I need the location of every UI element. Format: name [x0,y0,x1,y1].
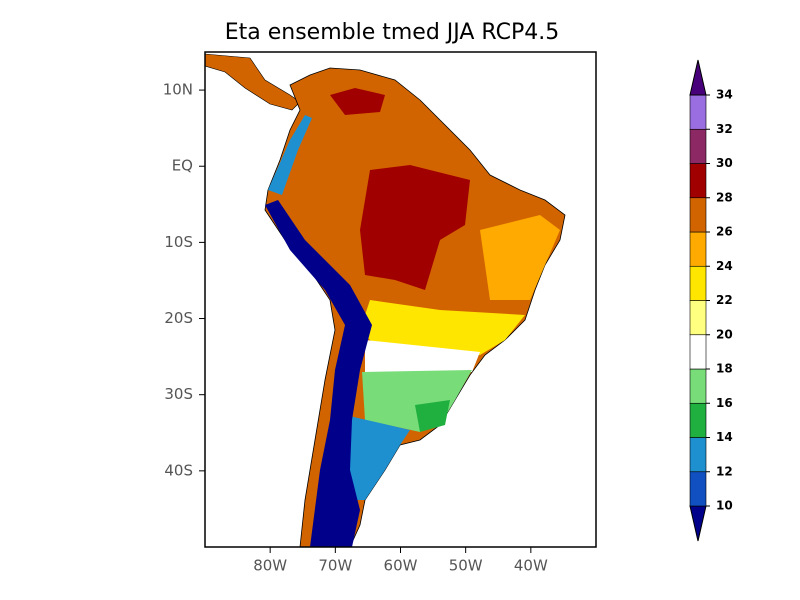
colorbar-segment [689,471,707,507]
hot-amazon [360,165,470,290]
colorbar-label: 34 [716,88,733,102]
y-tick-label: 20S [164,309,193,327]
cool-andes-north [268,115,312,195]
y-tick-label: 40S [164,461,193,479]
hot-north [330,88,385,115]
map-field [205,53,566,547]
colorbar-segment [689,128,707,164]
x-tick-label: 50W [449,557,483,575]
colorbar-over [689,59,707,96]
colorbar-label: 28 [716,190,733,204]
warm-northeast [480,215,560,300]
colorbar-label: 20 [716,327,733,341]
colorbar-segment [689,334,707,370]
colorbar-label: 22 [716,293,733,307]
x-tick-label: 80W [253,557,287,575]
colorbar-segment [689,300,707,336]
colorbar-segment [689,163,707,199]
colorbar-segment [689,94,707,130]
cold-andes [265,200,372,547]
colorbar-segment [689,231,707,267]
y-tick-label: 10S [164,233,193,251]
y-tick-label: 10N [163,81,193,99]
colorbar-label: 16 [716,396,733,410]
x-tick-label: 60W [384,557,418,575]
colorbar-label: 12 [716,464,733,478]
yellow-southeast [360,300,525,355]
colorbar-label: 10 [716,499,733,513]
green-uruguay [415,400,450,432]
colorbar-segment [689,437,707,473]
y-tick-label: 30S [164,385,193,403]
colorbar-segment [689,368,707,404]
colorbar-label: 32 [716,122,733,136]
colorbar-label: 24 [716,259,733,273]
colorbar-label: 26 [716,225,733,239]
colorbar-label: 18 [716,362,733,376]
x-tick-label: 70W [318,557,352,575]
colorbar-label: 30 [716,156,733,170]
y-tick-label: EQ [172,157,193,175]
x-tick-label: 40W [514,557,548,575]
colorbar-segment [689,265,707,301]
white-band [365,340,480,375]
colorbar-under [689,505,707,542]
colorbar-segment [689,402,707,438]
title: Eta ensemble tmed JJA RCP4.5 [225,20,560,45]
colorbar-label: 14 [716,430,733,444]
green-south [362,370,472,432]
central-america [205,53,301,111]
cool-pampa [345,415,410,500]
colorbar-segment [689,197,707,233]
